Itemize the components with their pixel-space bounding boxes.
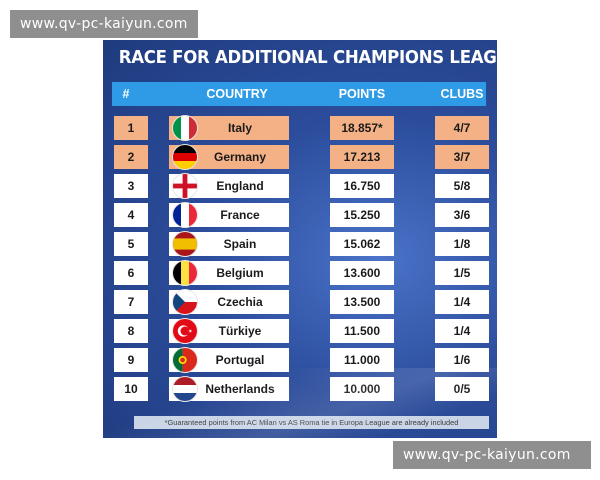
table-row: 9 Portugal 11.000 1/6 <box>103 347 497 373</box>
points-cell: 17.213 <box>330 145 394 169</box>
points-cell: 11.000 <box>330 348 394 372</box>
netherlands-flag-icon <box>172 376 198 402</box>
points-cell: 15.250 <box>330 203 394 227</box>
column-header-country: COUNTRY <box>206 87 268 101</box>
column-header-points: POINTS <box>338 87 386 101</box>
rank-cell: 8 <box>114 319 148 343</box>
belgium-flag-icon <box>172 260 198 286</box>
rank-cell: 9 <box>114 348 148 372</box>
points-cell: 13.500 <box>330 290 394 314</box>
spain-flag-icon <box>172 231 198 257</box>
table-row: 3 England 16.750 5/8 <box>103 173 497 199</box>
rank-cell: 10 <box>114 377 148 401</box>
points-cell: 11.500 <box>330 319 394 343</box>
table-row: 7 Czechia 13.500 1/4 <box>103 289 497 315</box>
points-cell: 15.062 <box>330 232 394 256</box>
rank-cell: 2 <box>114 145 148 169</box>
watermark-bottom: www.qv-pc-kaiyun.com <box>393 441 591 469</box>
table-row: 1 Italy 18.857* 4/7 <box>103 115 497 141</box>
graphic-title: RACE FOR ADDITIONAL CHAMPIONS LEAGUE SPO… <box>118 47 497 68</box>
points-cell: 18.857* <box>330 116 394 140</box>
clubs-cell: 3/7 <box>435 145 489 169</box>
england-flag-icon <box>172 173 198 199</box>
rank-cell: 7 <box>114 290 148 314</box>
portugal-flag-icon <box>172 347 198 373</box>
clubs-cell: 1/6 <box>435 348 489 372</box>
rank-cell: 5 <box>114 232 148 256</box>
table-row: 6 Belgium 13.600 1/5 <box>103 260 497 286</box>
table-header: # COUNTRY POINTS CLUBS <box>112 82 486 106</box>
rank-cell: 6 <box>114 261 148 285</box>
points-cell: 13.600 <box>330 261 394 285</box>
turkiye-flag-icon <box>172 318 198 344</box>
italy-flag-icon <box>172 115 198 141</box>
clubs-cell: 1/4 <box>435 319 489 343</box>
clubs-cell: 0/5 <box>435 377 489 401</box>
france-flag-icon <box>172 202 198 228</box>
points-cell: 16.750 <box>330 174 394 198</box>
column-header-clubs: CLUBS <box>440 87 484 101</box>
clubs-cell: 1/8 <box>435 232 489 256</box>
czechia-flag-icon <box>172 289 198 315</box>
points-cell: 10.000 <box>330 377 394 401</box>
footnote: *Guaranteed points from AC Milan vs AS R… <box>134 416 489 429</box>
clubs-cell: 5/8 <box>435 174 489 198</box>
table-row: 8 Türkiye 11.500 1/4 <box>103 318 497 344</box>
clubs-cell: 3/6 <box>435 203 489 227</box>
table-row: 10 Netherlands 10.000 0/5 <box>103 376 497 402</box>
germany-flag-icon <box>172 144 198 170</box>
table-row: 2 Germany 17.213 3/7 <box>103 144 497 170</box>
rank-cell: 4 <box>114 203 148 227</box>
table-row: 5 Spain 15.062 1/8 <box>103 231 497 257</box>
watermark-top: www.qv-pc-kaiyun.com <box>10 10 198 38</box>
column-header-number: # <box>122 87 130 101</box>
standings-graphic: RACE FOR ADDITIONAL CHAMPIONS LEAGUE SPO… <box>103 40 497 438</box>
clubs-cell: 1/5 <box>435 261 489 285</box>
clubs-cell: 4/7 <box>435 116 489 140</box>
rank-cell: 1 <box>114 116 148 140</box>
rank-cell: 3 <box>114 174 148 198</box>
table-row: 4 France 15.250 3/6 <box>103 202 497 228</box>
clubs-cell: 1/4 <box>435 290 489 314</box>
